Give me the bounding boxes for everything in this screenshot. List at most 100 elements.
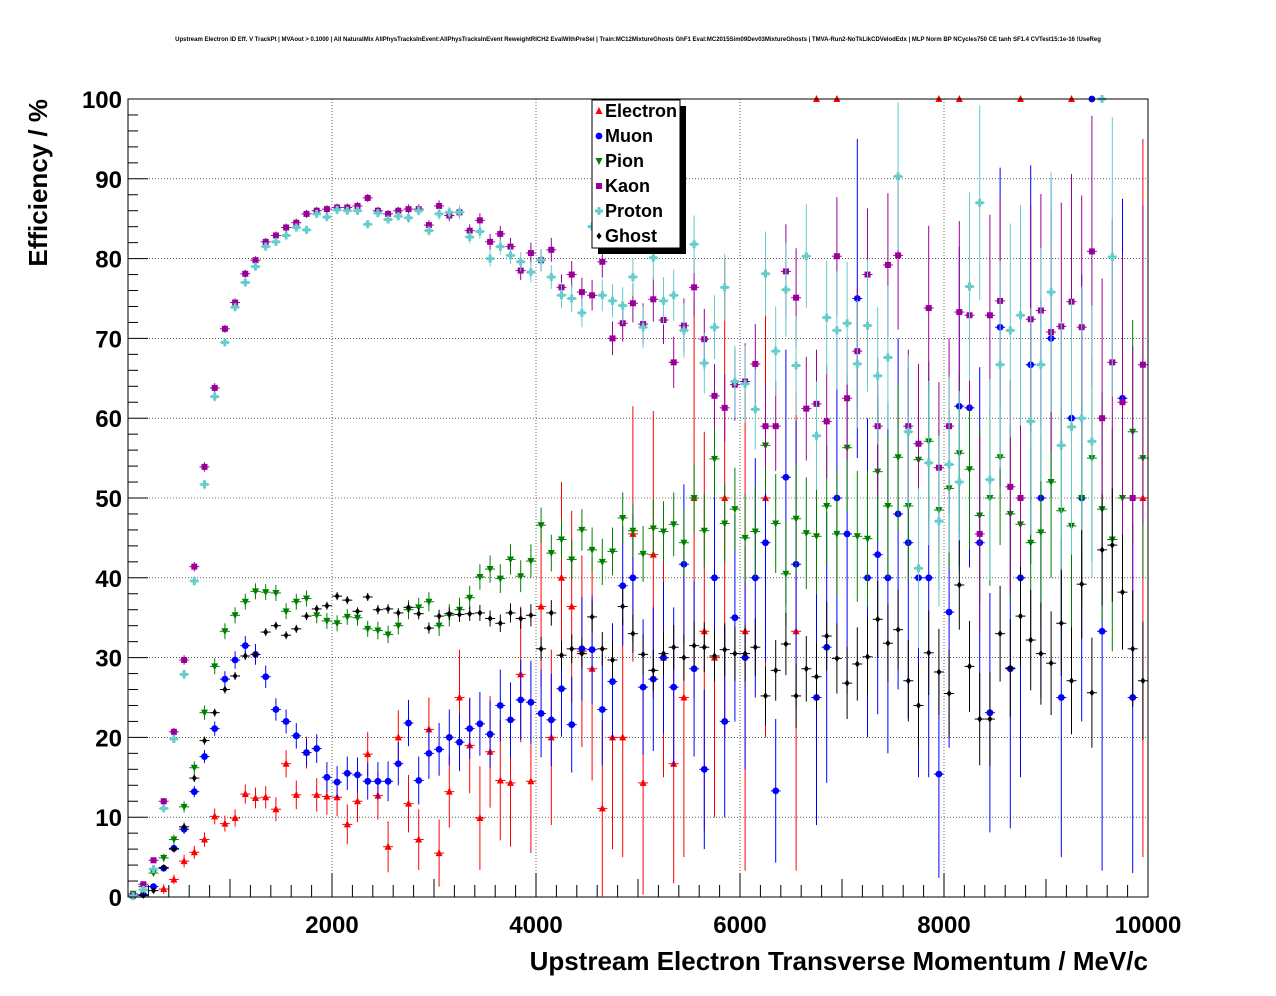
data-point <box>1067 422 1076 431</box>
data-point <box>262 238 269 245</box>
data-point <box>394 733 402 741</box>
data-point <box>1069 677 1074 685</box>
data-point <box>334 592 340 600</box>
data-point <box>1099 546 1105 554</box>
data-point <box>150 857 157 864</box>
data-point <box>252 257 259 264</box>
data-point <box>486 730 494 738</box>
data-point <box>639 550 647 558</box>
data-point <box>915 440 922 447</box>
legend-marker-ghost <box>596 232 602 240</box>
data-point <box>394 622 402 630</box>
data-point <box>140 881 147 888</box>
data-point <box>924 458 933 467</box>
data-point <box>1047 479 1055 487</box>
data-point <box>263 628 269 636</box>
data-point <box>445 787 453 795</box>
data-point <box>160 885 168 893</box>
data-point <box>1037 529 1045 537</box>
data-point <box>884 261 891 268</box>
data-point <box>242 652 248 660</box>
data-point <box>180 857 188 865</box>
data-point <box>384 215 393 224</box>
data-point <box>885 639 891 647</box>
data-point <box>314 605 320 613</box>
data-point <box>180 803 188 811</box>
data-point <box>905 677 911 685</box>
chart-title: Upstream Electron ID Eff. V TrackPt | MV… <box>175 37 1101 43</box>
y-tick-label: 20 <box>95 725 122 752</box>
data-point <box>650 296 657 303</box>
data-point <box>191 774 197 782</box>
data-point <box>691 642 697 650</box>
data-point <box>671 643 677 651</box>
data-point <box>599 645 605 653</box>
data-point <box>303 210 310 217</box>
data-point <box>394 760 402 768</box>
data-point <box>731 506 739 514</box>
data-point <box>558 685 565 693</box>
data-point <box>436 202 443 209</box>
data-point <box>875 615 881 623</box>
data-point <box>405 719 412 727</box>
data-point <box>202 737 207 745</box>
data-point <box>201 835 208 843</box>
data-point <box>487 614 493 622</box>
legend-marker-proton <box>595 207 603 215</box>
data-point <box>977 715 983 723</box>
data-point <box>282 718 290 725</box>
legend-box <box>591 99 681 249</box>
data-point <box>323 792 331 800</box>
data-point <box>1036 360 1045 369</box>
data-point <box>322 213 331 222</box>
data-point <box>1099 415 1106 422</box>
data-point <box>476 720 484 728</box>
data-point <box>751 528 759 536</box>
data-point <box>200 480 209 489</box>
series-proton <box>128 95 1118 901</box>
data-point <box>537 256 546 265</box>
data-point <box>477 609 483 617</box>
data-point <box>241 642 249 650</box>
data-point <box>507 716 514 724</box>
data-point <box>793 294 800 301</box>
data-point <box>475 227 484 236</box>
data-point <box>619 582 627 590</box>
data-point <box>823 418 830 425</box>
data-point <box>292 732 300 740</box>
data-point <box>578 526 586 534</box>
y-tick-label: 50 <box>95 486 122 513</box>
data-point <box>609 678 616 685</box>
data-point <box>660 528 667 536</box>
data-point <box>323 617 331 625</box>
data-point <box>374 627 382 635</box>
data-point <box>333 778 341 786</box>
data-point <box>190 788 198 796</box>
data-point <box>710 323 719 332</box>
data-point <box>547 716 555 724</box>
data-point <box>170 875 178 883</box>
data-point <box>1007 483 1014 490</box>
data-point <box>547 272 556 281</box>
data-point <box>517 696 525 704</box>
data-point <box>772 423 779 430</box>
data-point <box>659 296 668 305</box>
data-point <box>201 463 208 470</box>
data-point <box>343 613 351 621</box>
data-point <box>598 558 606 566</box>
data-point <box>650 666 656 674</box>
data-point <box>487 238 494 245</box>
data-point <box>435 745 443 753</box>
legend-label-pion: Pion <box>605 151 644 171</box>
data-point <box>589 613 595 621</box>
data-point <box>343 769 351 777</box>
data-point <box>832 326 841 335</box>
data-point <box>364 625 372 633</box>
data-point <box>914 564 923 573</box>
data-point <box>1017 495 1024 501</box>
data-point <box>1077 414 1086 423</box>
data-point <box>232 672 238 680</box>
data-point <box>773 666 779 674</box>
data-point <box>405 799 412 807</box>
data-point <box>537 522 545 530</box>
